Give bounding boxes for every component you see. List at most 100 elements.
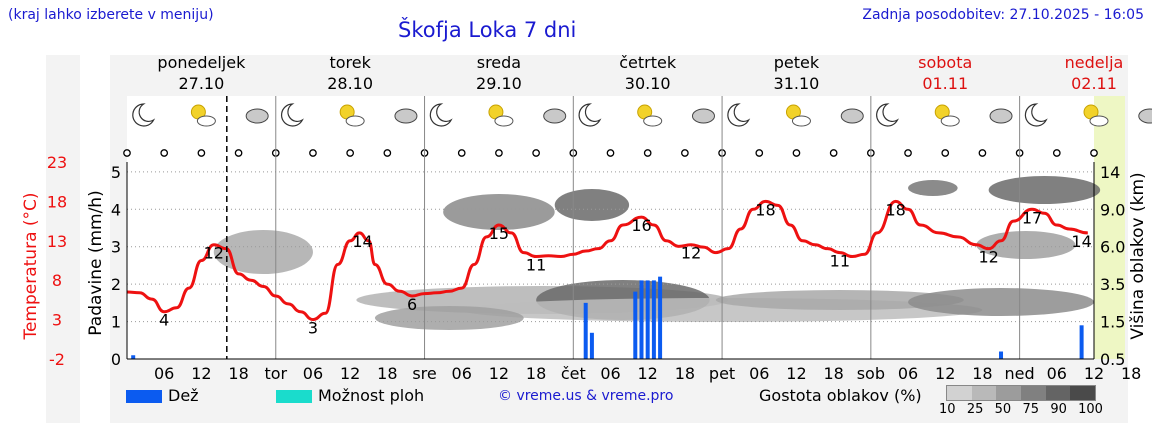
temperature-label: 14 [1071, 232, 1091, 251]
day-date: 28.10 [327, 74, 373, 93]
cloud-height-tick-label: 3.5 [1100, 275, 1125, 294]
rain-tick-label: 1 [111, 313, 121, 332]
moon-icon [280, 103, 304, 127]
cloud-icon [196, 115, 216, 127]
cloud-height-tick-label: 0.5 [1100, 350, 1125, 369]
rain-legend-label: Dež [168, 386, 199, 405]
day-name: nedelja [1065, 53, 1124, 72]
day-date: 31.10 [774, 74, 820, 93]
wind-calm-icon [1090, 149, 1098, 157]
wind-calm-icon [643, 149, 652, 157]
density-level-label: 75 [1022, 402, 1040, 417]
rain-bar [639, 280, 644, 359]
density-level-label: 50 [994, 402, 1012, 417]
cloud-density-area [908, 288, 1094, 316]
cloud-height-tick-label: 6.0 [1100, 238, 1125, 257]
density-level-label: 25 [966, 402, 984, 417]
cloud-icon [245, 108, 269, 124]
time-tick-label: 06 [749, 364, 769, 383]
time-tick-label: 12 [1084, 364, 1104, 383]
wind-calm-icon [792, 149, 801, 157]
wind-calm-icon [978, 149, 987, 157]
time-tick-label: 12 [489, 364, 509, 383]
cloud-icon [940, 115, 960, 127]
density-swatch [1021, 386, 1046, 400]
wind-calm-icon [829, 149, 838, 157]
cloud-icon [543, 108, 567, 124]
time-tick-label: 06 [898, 364, 918, 383]
temperature-label: 14 [352, 232, 372, 251]
cloud-density-area [908, 180, 958, 196]
temperature-axis-title: Temperatura (°C) [21, 192, 41, 340]
cloud-density-area [715, 290, 964, 310]
day-name: sreda [477, 53, 521, 72]
time-tick-label: 12 [340, 364, 360, 383]
temperature-label: 15 [489, 224, 509, 243]
time-tick-label: 12 [786, 364, 806, 383]
shower-legend-label: Možnost ploh [318, 386, 425, 405]
day-date: 29.10 [476, 74, 522, 93]
wind-calm-icon [495, 149, 503, 157]
wind-calm-icon [532, 149, 540, 157]
day-date: 02.11 [1071, 74, 1117, 93]
rain-bar [658, 276, 663, 359]
temperature-label: 17 [1022, 208, 1042, 227]
wind-calm-icon [234, 149, 243, 157]
temperature-label: 11 [830, 252, 850, 271]
temperature-label: 12 [978, 248, 998, 267]
rain-bar [999, 351, 1004, 359]
time-tick-label: pet [709, 364, 735, 383]
time-tick-label: čet [561, 364, 586, 383]
time-tick-label: 18 [675, 364, 695, 383]
moon-icon [429, 103, 453, 127]
wind-calm-icon [941, 149, 950, 157]
density-swatch [971, 386, 997, 400]
temperature-label: 16 [631, 216, 651, 235]
temperature-tick-label: 13 [47, 232, 67, 251]
cloud-density-area [988, 176, 1101, 204]
rain-bar [583, 302, 588, 359]
day-name: sobota [918, 53, 972, 72]
time-tick-label: 12 [191, 364, 211, 383]
density-swatch [1070, 386, 1096, 400]
wind-calm-icon [346, 149, 355, 157]
density-level-label: 10 [939, 402, 956, 417]
time-tick-label: 06 [452, 364, 472, 383]
wind-calm-icon [681, 149, 689, 157]
cloud-density-area [554, 189, 630, 221]
time-tick-label: sre [412, 364, 436, 383]
cloud-icon [989, 108, 1013, 124]
day-date: 27.10 [178, 74, 224, 93]
cloud-height-axis-title: Višina oblakov (km) [1128, 172, 1148, 339]
wind-calm-icon [160, 149, 169, 157]
temperature-label: 6 [407, 295, 417, 314]
cloud-icon [691, 108, 715, 124]
temperature-tick-label: 8 [52, 271, 62, 290]
wind-calm-icon [383, 149, 392, 157]
wind-calm-icon [309, 149, 317, 157]
time-tick-label: 12 [935, 364, 955, 383]
temperature-line [126, 199, 1088, 322]
credit-link[interactable]: © vreme.us & vreme.pro [498, 388, 674, 404]
moon-icon [578, 103, 602, 127]
rain-bar [589, 332, 594, 359]
temperature-label: 18 [755, 200, 775, 219]
day-name: petek [774, 53, 820, 72]
cloud-icon [394, 108, 418, 124]
density-level-label: 90 [1050, 402, 1067, 417]
time-tick-label: 18 [1121, 364, 1141, 383]
temperature-label: 12 [681, 244, 701, 263]
day-name: četrtek [619, 53, 677, 72]
cloud-icon [840, 108, 864, 124]
time-tick-label: 18 [526, 364, 546, 383]
moon-icon [132, 103, 156, 127]
rain-bar [651, 280, 656, 359]
rain-tick-label: 4 [111, 200, 121, 219]
time-tick-label: sob [857, 364, 885, 383]
temperature-tick-label: -2 [49, 350, 65, 369]
cloud-icon [791, 115, 811, 127]
day-date: 30.10 [625, 74, 671, 93]
cloud-density-area [443, 194, 555, 230]
temperature-label: 3 [308, 319, 318, 338]
rain-tick-label: 0 [111, 350, 121, 369]
